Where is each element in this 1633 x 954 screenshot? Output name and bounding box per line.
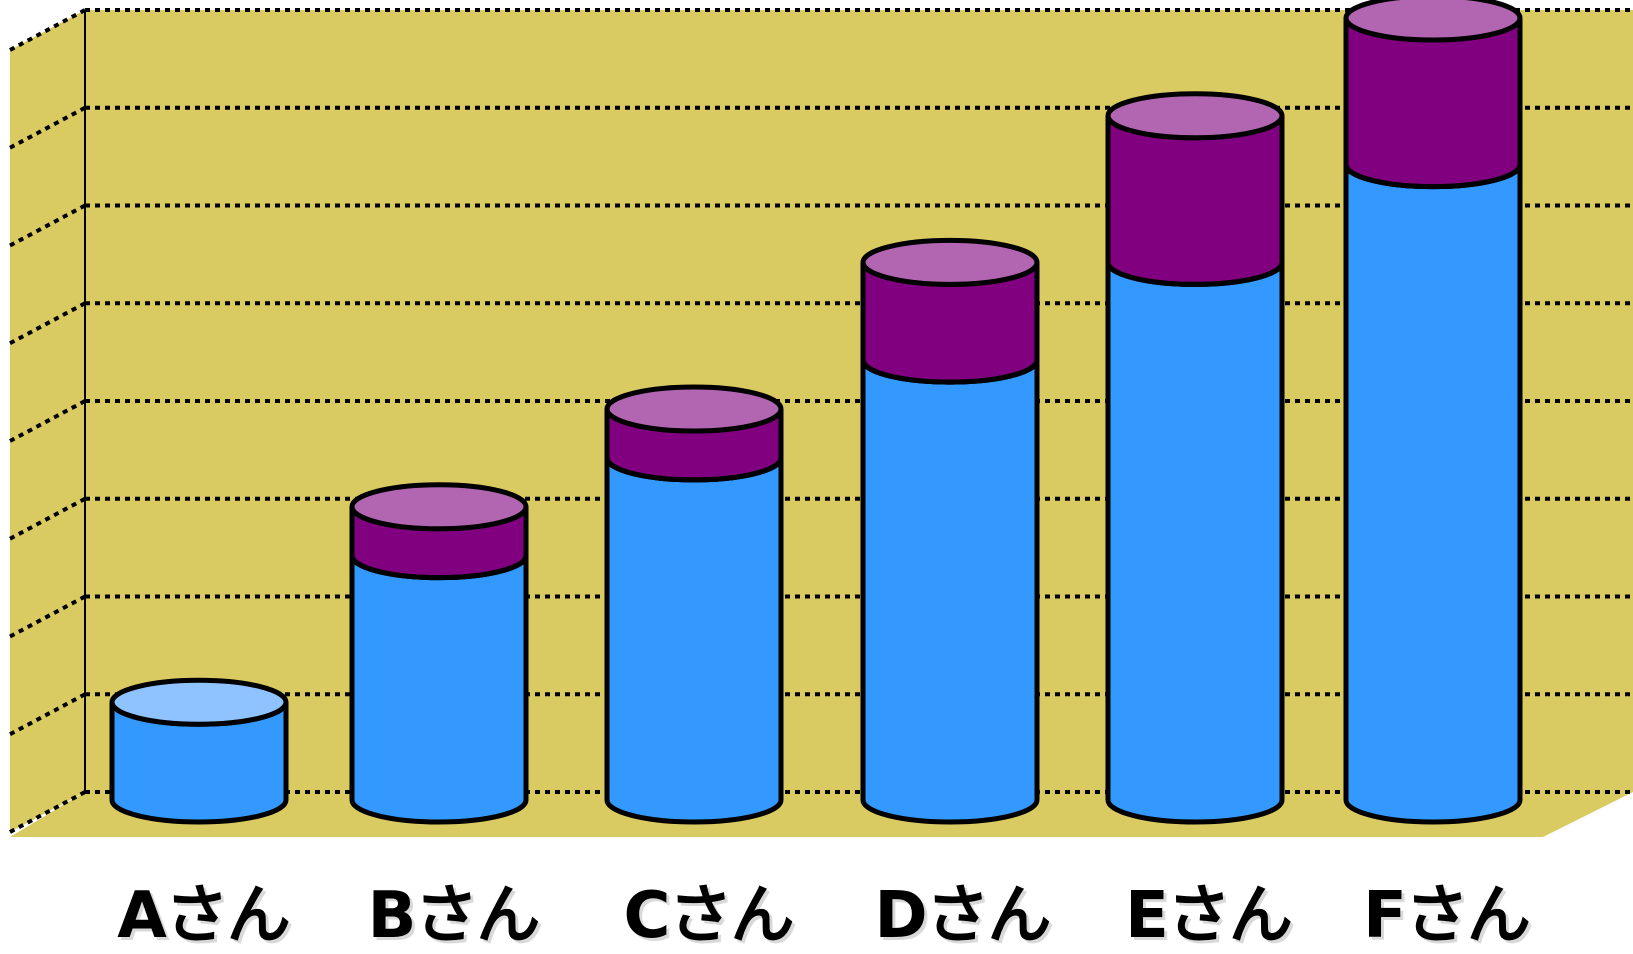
bar-segment-divider [1105, 262, 1285, 287]
bar-cap [604, 384, 784, 434]
gridline-depth [9, 594, 86, 639]
bar-cap [349, 482, 529, 532]
bar-series-1 [1343, 164, 1523, 825]
gridline-depth [9, 8, 86, 52]
category-label-e: Eさん [1125, 879, 1293, 953]
category-label-d: Dさん [874, 879, 1051, 953]
bar-series-2 [1105, 115, 1285, 287]
bar-segment-divider [349, 555, 529, 581]
bar-series-1 [349, 555, 529, 825]
gridline-depth [9, 301, 86, 346]
gridline-depth [9, 105, 86, 150]
bar-cap [1105, 91, 1285, 141]
category-label-c: Cさん [623, 879, 795, 953]
gridline-depth [9, 790, 86, 834]
bar-series-1 [860, 359, 1040, 825]
bar-segment-divider [1343, 164, 1523, 190]
gridline-depth [9, 399, 86, 443]
gridline-depth [9, 203, 86, 248]
category-label-a: Aさん [117, 879, 291, 953]
bar-segment-divider [860, 359, 1040, 385]
bar-cap [109, 677, 289, 727]
category-label-b: Bさん [367, 879, 541, 953]
bar-cap [1343, 0, 1523, 43]
bar-cap [860, 237, 1040, 287]
bar-series-1 [1105, 262, 1285, 825]
category-label-f: Fさん [1363, 879, 1531, 953]
gridline-depth [9, 496, 86, 541]
bar-segment-divider [604, 457, 784, 483]
bar-series-1 [604, 457, 784, 825]
gridline-depth [9, 692, 86, 737]
bar-series-2 [1343, 17, 1523, 190]
